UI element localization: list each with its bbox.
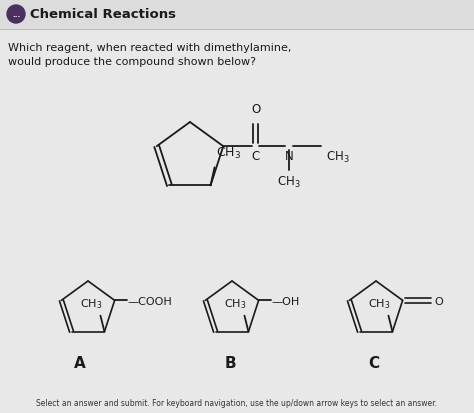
Text: CH$_3$: CH$_3$ <box>277 175 301 190</box>
Circle shape <box>7 6 25 24</box>
Text: A: A <box>74 355 86 370</box>
Bar <box>0 0 474 30</box>
Text: Select an answer and submit. For keyboard navigation, use the up/down arrow keys: Select an answer and submit. For keyboar… <box>36 398 438 407</box>
Text: B: B <box>224 355 236 370</box>
Text: O: O <box>252 103 261 116</box>
Text: CH$_3$: CH$_3$ <box>224 296 246 310</box>
Text: Which reagent, when reacted with dimethylamine,
would produce the compound shown: Which reagent, when reacted with dimethy… <box>8 43 292 67</box>
Text: ...: ... <box>12 12 20 18</box>
Text: —OH: —OH <box>272 297 300 306</box>
Text: O: O <box>435 297 443 306</box>
Text: N: N <box>285 150 294 163</box>
Text: —COOH: —COOH <box>128 297 173 306</box>
Text: C: C <box>368 355 380 370</box>
Text: CH$_3$: CH$_3$ <box>80 296 102 310</box>
Text: CH$_3$: CH$_3$ <box>368 296 391 310</box>
Text: Chemical Reactions: Chemical Reactions <box>30 9 176 21</box>
Text: C: C <box>251 150 259 163</box>
Text: CH$_3$: CH$_3$ <box>216 146 241 161</box>
Text: CH$_3$: CH$_3$ <box>326 150 350 165</box>
